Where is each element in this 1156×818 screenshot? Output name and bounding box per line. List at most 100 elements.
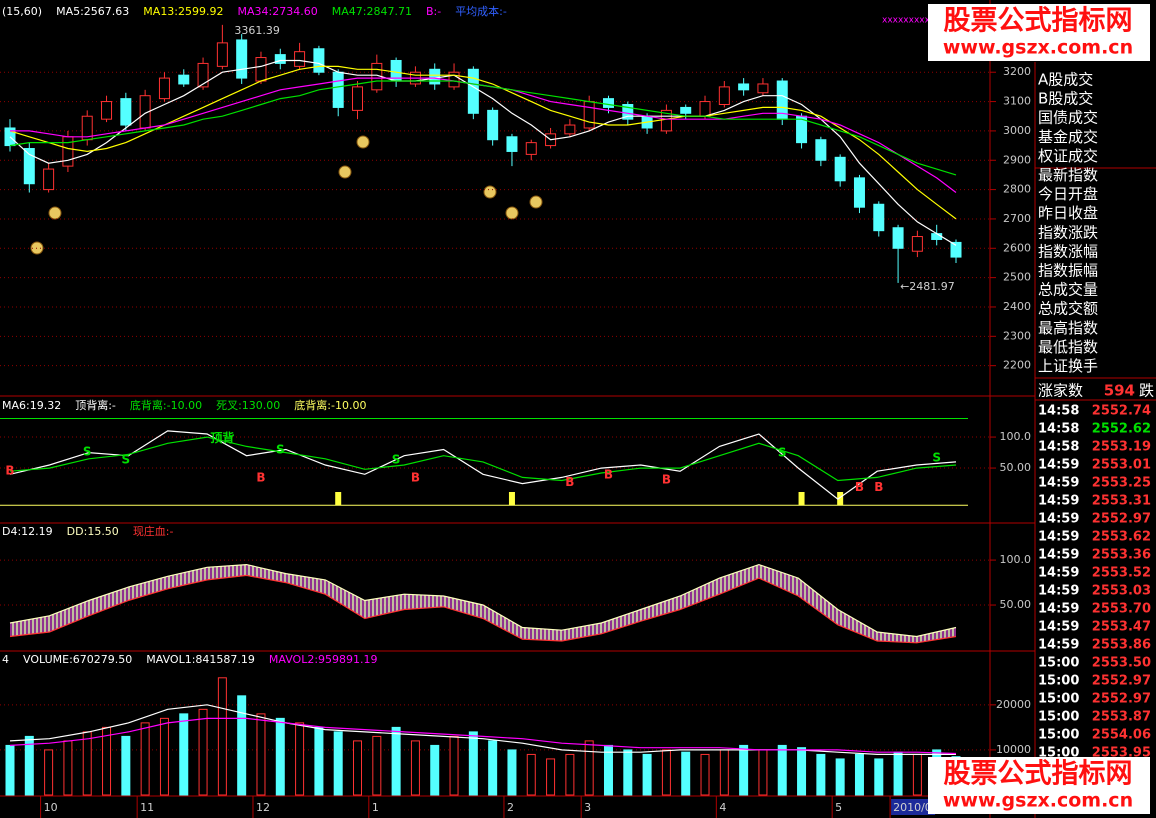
volume-bar: [758, 749, 768, 796]
x-tick-label: 4: [719, 801, 726, 814]
watermark-box: [928, 757, 1150, 814]
y-tick-label: 2300: [1003, 329, 1031, 342]
y-tick-label: 100.0: [1000, 553, 1032, 566]
tick-price: 2552.97: [1092, 512, 1151, 527]
legend-entry: MA5:2567.63: [56, 5, 129, 18]
candle-body: [699, 101, 711, 117]
volume-bar: [275, 717, 285, 796]
tick-price: 2553.36: [1092, 548, 1151, 563]
x-tick-label: 10: [44, 801, 58, 814]
y-tick-label: 3200: [1003, 65, 1031, 78]
tick-time: 14:58: [1038, 440, 1079, 455]
menu-item: 指数涨幅: [1038, 242, 1098, 260]
tick-price: 2552.62: [1092, 422, 1151, 437]
volume-bar: [700, 753, 710, 796]
candle-body: [294, 51, 306, 67]
tick-price: 2553.95: [1092, 746, 1151, 761]
signal-marker: B: [411, 470, 420, 484]
advance-label: 涨家数: [1038, 382, 1083, 400]
y-tick-label: 3100: [1003, 95, 1031, 108]
tick-time: 15:00: [1038, 728, 1079, 743]
candle-body: [43, 168, 55, 191]
volume-bar: [63, 740, 73, 796]
candle-body: [525, 142, 537, 155]
menu-item: 总成交量: [1038, 281, 1098, 299]
signal-marker: B: [256, 470, 265, 484]
panel-title: MA6:19.32: [2, 399, 61, 412]
candle-body: [487, 109, 499, 141]
candle-body: [853, 177, 865, 208]
signal-marker: S: [122, 453, 131, 467]
candle-body: [757, 83, 769, 94]
candle-body: [931, 233, 943, 240]
volume-bar: [256, 713, 266, 796]
signal-bar: [837, 492, 844, 505]
menu-item: 基金成交: [1038, 128, 1098, 146]
tick-time: 14:59: [1038, 476, 1079, 491]
volume-bar: [140, 722, 150, 796]
y-tick-label: 10000: [996, 743, 1031, 756]
volume-bar: [372, 735, 382, 796]
tick-time: 14:59: [1038, 620, 1079, 635]
x-tick-label: 3: [584, 801, 591, 814]
volume-bar: [159, 717, 169, 796]
corner-marks: xxxxxxxxx: [882, 16, 931, 26]
candle-body: [216, 42, 228, 67]
tick-price: 2553.52: [1092, 566, 1151, 581]
menu-item: 今日开盘: [1038, 185, 1098, 203]
candle-body: [313, 48, 325, 73]
candle-body: [255, 57, 267, 82]
tick-price: 2552.97: [1092, 674, 1151, 689]
volume-bar: [565, 753, 575, 796]
menu-item: 指数涨跌: [1038, 223, 1098, 241]
volume-bar: [24, 735, 34, 796]
tick-time: 14:59: [1038, 638, 1079, 653]
volume-bar: [468, 731, 478, 796]
signal-marker: 顶背: [210, 430, 234, 445]
candle-body: [602, 98, 614, 108]
menu-item: 指数振幅: [1038, 262, 1098, 280]
candle-body: [101, 101, 113, 120]
tick-time: 15:00: [1038, 746, 1079, 761]
volume-bar: [410, 740, 420, 796]
tick-time: 14:59: [1038, 584, 1079, 599]
legend-entry: MAVOL1:841587.19: [146, 653, 255, 666]
ma-line: [9, 59, 957, 246]
candle-body: [873, 203, 885, 232]
tick-price: 2553.47: [1092, 620, 1151, 635]
tick-price: 2553.25: [1092, 476, 1151, 491]
panel-title: 4: [2, 653, 9, 666]
signal-marker: S: [392, 453, 401, 467]
volume-bar: [642, 753, 652, 796]
signal-marker: B: [604, 467, 613, 481]
volume-bar: [333, 731, 343, 796]
tick-time: 14:59: [1038, 494, 1079, 509]
volume-bar: [82, 731, 92, 796]
volume-bar: [874, 758, 884, 796]
volume-bar: [314, 726, 324, 796]
menu-item: 最低指数: [1038, 338, 1098, 356]
x-tick-label: 5: [835, 801, 842, 814]
y-tick-label: 2800: [1003, 183, 1031, 196]
volume-bar: [661, 749, 671, 796]
candle-body: [950, 241, 962, 258]
y-tick-label: 2500: [1003, 271, 1031, 284]
volume-bar: [835, 758, 845, 796]
panel-title: D4:12.19: [2, 525, 53, 538]
tick-time: 15:00: [1038, 674, 1079, 689]
tick-time: 14:59: [1038, 458, 1079, 473]
signal-marker: B: [662, 472, 671, 486]
candle-body: [892, 227, 904, 249]
candle-body: [680, 106, 692, 114]
menu-item: A股成交: [1038, 71, 1093, 89]
menu-item: 最新指数: [1038, 166, 1098, 184]
menu-item: 国债成交: [1038, 109, 1098, 127]
volume-bar: [777, 744, 787, 796]
y-tick-label: 20000: [996, 698, 1031, 711]
tick-price: 2553.01: [1092, 458, 1151, 473]
x-tick-label: 12: [256, 801, 270, 814]
y-tick-label: 2700: [1003, 212, 1031, 225]
candle-body: [564, 124, 576, 135]
watermark-title: 股票公式指标网: [944, 6, 1133, 37]
candle-body: [448, 71, 460, 88]
